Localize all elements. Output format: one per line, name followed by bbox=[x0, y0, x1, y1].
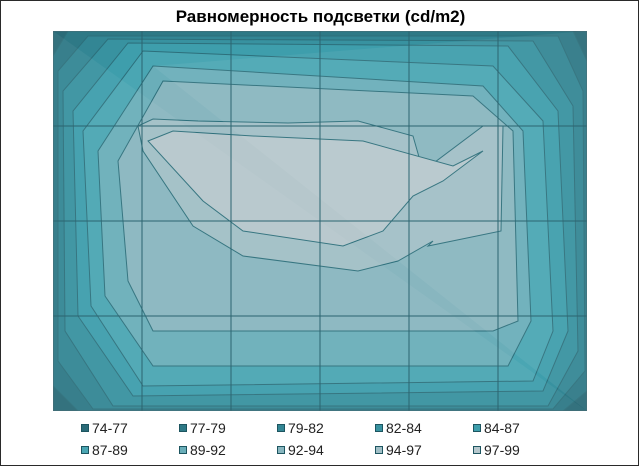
legend-swatch bbox=[375, 424, 383, 432]
legend-swatch bbox=[179, 446, 187, 454]
legend-swatch bbox=[179, 424, 187, 432]
legend-swatch bbox=[277, 424, 285, 432]
legend-swatch bbox=[277, 446, 285, 454]
legend-label: 97-99 bbox=[484, 442, 520, 458]
legend-label: 89-92 bbox=[190, 442, 226, 458]
legend-item: 79-82 bbox=[277, 420, 324, 436]
legend-label: 87-89 bbox=[92, 442, 128, 458]
legend-label: 82-84 bbox=[386, 420, 422, 436]
legend-item: 74-77 bbox=[81, 420, 128, 436]
legend-label: 74-77 bbox=[92, 420, 128, 436]
legend-label: 84-87 bbox=[484, 420, 520, 436]
legend-label: 92-94 bbox=[288, 442, 324, 458]
legend-item: 77-79 bbox=[179, 420, 226, 436]
legend-label: 77-79 bbox=[190, 420, 226, 436]
chart-title: Равномерность подсветки (cd/m2) bbox=[175, 7, 466, 26]
contour-band-97-99 bbox=[147, 130, 484, 247]
legend-item: 94-97 bbox=[375, 442, 422, 458]
legend-item: 89-92 bbox=[179, 442, 226, 458]
legend-swatch bbox=[375, 446, 383, 454]
legend-swatch bbox=[81, 446, 89, 454]
legend-label: 94-97 bbox=[386, 442, 422, 458]
legend-swatch bbox=[473, 446, 481, 454]
legend-swatch bbox=[81, 424, 89, 432]
legend-item: 87-89 bbox=[81, 442, 128, 458]
contour-plot bbox=[53, 31, 587, 411]
legend-item: 82-84 bbox=[375, 420, 422, 436]
legend-label: 79-82 bbox=[288, 420, 324, 436]
legend-item: 92-94 bbox=[277, 442, 324, 458]
legend-swatch bbox=[473, 424, 481, 432]
legend-item: 97-99 bbox=[473, 442, 520, 458]
legend-item: 84-87 bbox=[473, 420, 520, 436]
